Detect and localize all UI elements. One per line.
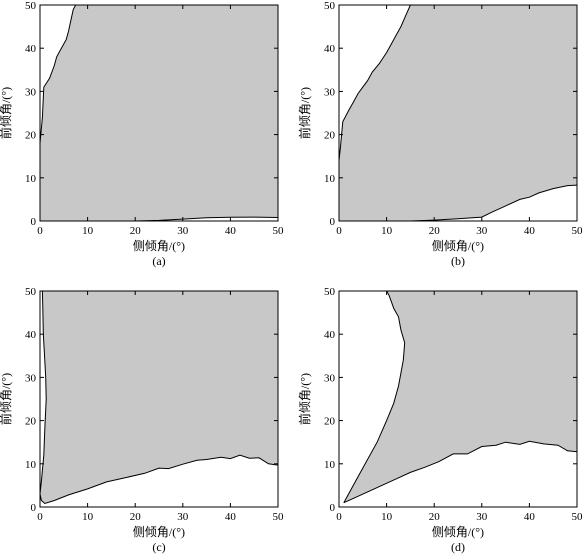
x-tick-label: 40 <box>524 511 536 523</box>
panel-label: (d) <box>451 540 465 554</box>
x-tick-label: 40 <box>225 225 237 237</box>
axes-frame <box>338 290 578 508</box>
x-axis-label: 侧倾角/(°) <box>432 239 484 253</box>
x-axis-label: 侧倾角/(°) <box>432 525 484 539</box>
feasible-region-area <box>343 291 577 503</box>
y-tick-label: 50 <box>324 286 336 298</box>
y-tick-label: 0 <box>330 216 336 228</box>
y-tick-label: 0 <box>330 502 336 514</box>
upper-boundary-line <box>39 4 77 144</box>
y-tick-label: 10 <box>324 459 336 471</box>
y-tick-label: 20 <box>25 130 37 142</box>
axes-frame <box>39 290 279 508</box>
x-tick-label: 0 <box>37 511 43 523</box>
y-tick-label: 30 <box>25 86 37 98</box>
panel-label: (b) <box>451 254 465 268</box>
x-tick-label: 10 <box>381 511 393 523</box>
y-tick-label: 20 <box>324 416 336 428</box>
x-tick-label: 10 <box>82 225 94 237</box>
y-tick-label: 30 <box>25 372 37 384</box>
x-tick-label: 50 <box>572 225 584 237</box>
x-tick-label: 10 <box>82 511 94 523</box>
y-tick-label: 0 <box>31 502 37 514</box>
y-axis-label: 前倾角/(°) <box>297 373 312 425</box>
panel-label: (c) <box>152 540 165 554</box>
panel-label: (a) <box>152 254 165 268</box>
chart-panel: 0 10 20 30 40 50 0 10 20 30 40 50 侧倾角/(°) 前倾角/(°) (b) <box>297 0 583 268</box>
feasible-region-area <box>339 5 577 221</box>
axes-frame <box>338 4 578 222</box>
x-tick-label: 30 <box>476 511 488 523</box>
lower-boundary-line <box>343 440 578 504</box>
x-tick-label: 20 <box>429 225 441 237</box>
y-tick-label: 10 <box>25 173 37 185</box>
y-tick-label: 20 <box>324 130 336 142</box>
feasible-region-area <box>40 291 278 504</box>
y-tick-label: 30 <box>324 86 336 98</box>
upper-boundary-line <box>39 290 47 495</box>
lower-boundary-line <box>39 454 279 505</box>
y-tick-label: 20 <box>25 416 37 428</box>
x-tick-label: 50 <box>572 511 584 523</box>
y-tick-label: 40 <box>324 329 336 341</box>
chart-panel: 0 10 20 30 40 50 0 10 20 30 40 50 侧倾角/(°) 前倾角/(°) (d) <box>297 286 583 554</box>
x-tick-label: 30 <box>177 511 189 523</box>
axes-frame <box>39 4 279 222</box>
x-tick-label: 50 <box>273 511 285 523</box>
x-tick-label: 20 <box>130 511 142 523</box>
y-tick-label: 30 <box>324 372 336 384</box>
upper-boundary-line <box>343 290 406 503</box>
chart-panel: 0 10 20 30 40 50 0 10 20 30 40 50 侧倾角/(°) 前倾角/(°) (a) <box>0 0 284 268</box>
y-tick-label: 50 <box>25 286 37 298</box>
y-tick-label: 10 <box>324 173 336 185</box>
chart-panel: 0 10 20 30 40 50 0 10 20 30 40 50 侧倾角/(°) 前倾角/(°) (c) <box>0 286 284 554</box>
x-tick-label: 30 <box>177 225 189 237</box>
x-tick-label: 50 <box>273 225 285 237</box>
y-tick-label: 50 <box>25 0 37 12</box>
y-tick-label: 40 <box>25 43 37 55</box>
x-axis-label: 侧倾角/(°) <box>133 239 185 253</box>
upper-boundary-line <box>338 4 411 161</box>
y-axis-label: 前倾角/(°) <box>0 373 13 425</box>
y-tick-label: 10 <box>25 459 37 471</box>
feasible-region-area <box>40 5 278 221</box>
x-tick-label: 0 <box>37 225 43 237</box>
x-tick-label: 30 <box>476 225 488 237</box>
y-tick-label: 50 <box>324 0 336 12</box>
x-tick-label: 40 <box>225 511 237 523</box>
y-tick-label: 40 <box>324 43 336 55</box>
y-axis-label: 前倾角/(°) <box>0 87 13 139</box>
x-tick-label: 0 <box>336 511 342 523</box>
y-tick-label: 0 <box>31 216 37 228</box>
x-tick-label: 10 <box>381 225 393 237</box>
x-tick-label: 20 <box>429 511 441 523</box>
x-tick-label: 40 <box>524 225 536 237</box>
x-tick-label: 20 <box>130 225 142 237</box>
y-tick-label: 40 <box>25 329 37 341</box>
x-tick-label: 0 <box>336 225 342 237</box>
y-axis-label: 前倾角/(°) <box>297 87 312 139</box>
x-axis-label: 侧倾角/(°) <box>133 525 185 539</box>
